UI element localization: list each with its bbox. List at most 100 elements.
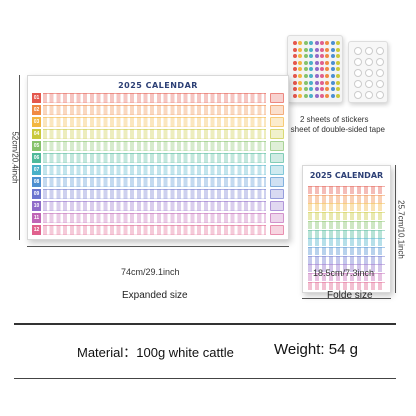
fold-row [308, 203, 385, 212]
sticker-dot [325, 54, 330, 59]
material-value: 100g white cattle [136, 345, 234, 360]
month-tag: 03 [32, 116, 41, 127]
sticker-dot [330, 74, 335, 78]
sticker-dot [336, 54, 341, 59]
sticker-dot [298, 87, 303, 92]
month-row: 06 [32, 152, 284, 163]
sticker-dot [320, 74, 324, 78]
sticker-dot [314, 41, 319, 45]
sticker-dot [309, 93, 314, 98]
sticker-dot [309, 80, 314, 85]
month-row: 04 [32, 128, 284, 139]
day-cells [43, 224, 266, 235]
month-tag: 02 [32, 104, 41, 115]
sticker-dot [298, 47, 303, 52]
sticker-dot [298, 54, 303, 59]
day-cells [43, 116, 266, 127]
stickers-caption-line2: 1 sheet of double-sided tape [284, 125, 385, 134]
month-tag: 01 [32, 92, 41, 103]
sticker-dot [298, 80, 303, 85]
material-label: Material [77, 345, 124, 360]
sticker-sheet [287, 35, 343, 103]
sticker-dot [303, 60, 308, 65]
sticker-dot [336, 87, 341, 92]
month-tag: 08 [32, 176, 41, 187]
month-tag: 09 [32, 188, 41, 199]
month-row: 08 [32, 176, 284, 187]
sticker-dot [309, 74, 314, 78]
fold-title: 2025 CALENDAR [309, 171, 384, 180]
sticker-dot [314, 60, 319, 65]
tape-dot [365, 69, 373, 77]
sticker-dot [330, 80, 335, 85]
divider-top [14, 323, 396, 325]
sticker-dot [330, 41, 335, 45]
sticker-dot [314, 54, 319, 59]
poster-width-line [27, 246, 289, 247]
fold-row [308, 246, 385, 255]
month-row: 10 [32, 200, 284, 211]
sticker-dot [336, 67, 341, 72]
sticker-dot [298, 67, 303, 72]
sticker-dot [309, 47, 314, 52]
tape-dot [365, 58, 373, 66]
sticker-dot [303, 74, 308, 78]
mini-calendar [270, 140, 284, 151]
sticker-dot [336, 60, 341, 65]
sticker-dot [320, 67, 324, 72]
poster-month-rows: 01 02 03 04 05 06 07 08 09 10 11 12 [32, 92, 284, 235]
fold-height-line [395, 165, 396, 293]
mini-calendar [270, 212, 284, 223]
sticker-dot [320, 60, 324, 65]
sticker-dot [320, 93, 324, 98]
tape-dot [354, 91, 362, 99]
fold-row [308, 238, 385, 247]
divider-bottom [14, 378, 396, 379]
sticker-dot [293, 93, 297, 98]
tape-dot [354, 80, 362, 88]
mini-calendar [270, 128, 284, 139]
month-row: 05 [32, 140, 284, 151]
material-separator: ： [123, 345, 137, 360]
weight-spec: Weight: 54 g [274, 341, 358, 358]
sticker-dot [293, 47, 297, 52]
sticker-dot [330, 60, 335, 65]
sticker-dot [309, 54, 314, 59]
month-row: 11 [32, 212, 284, 223]
sticker-dot [293, 80, 297, 85]
sticker-dot [325, 93, 330, 98]
sticker-dot [320, 41, 324, 45]
sticker-dot [298, 41, 303, 45]
sticker-dot [309, 60, 314, 65]
day-cells [43, 128, 266, 139]
mini-calendar [270, 116, 284, 127]
sticker-dot [293, 54, 297, 59]
sticker-dot [325, 67, 330, 72]
sticker-dot [314, 87, 319, 92]
sticker-dot [330, 67, 335, 72]
sticker-dot [336, 47, 341, 52]
sticker-dot [314, 74, 319, 78]
fold-row [308, 273, 385, 281]
tape-dot [376, 58, 384, 66]
sticker-dot [320, 54, 324, 59]
fold-row [308, 229, 385, 238]
sticker-dot [325, 74, 330, 78]
sticker-dot [314, 93, 319, 98]
sticker-dot [330, 93, 335, 98]
day-cells [43, 140, 266, 151]
stickers-caption-line1: 2 sheets of stickers [300, 115, 369, 124]
month-tag: 04 [32, 128, 41, 139]
mini-calendar [270, 176, 284, 187]
expanded-size-label: Expanded size [122, 290, 188, 301]
tape-dot [365, 47, 373, 55]
mini-calendar [270, 164, 284, 175]
sticker-dot [293, 67, 297, 72]
sticker-dot [330, 54, 335, 59]
sticker-dot [325, 80, 330, 85]
poster-height-line [19, 75, 20, 240]
sticker-dot [293, 41, 297, 45]
sticker-dot [325, 41, 330, 45]
sticker-dot [298, 93, 303, 98]
mini-calendar [270, 92, 284, 103]
